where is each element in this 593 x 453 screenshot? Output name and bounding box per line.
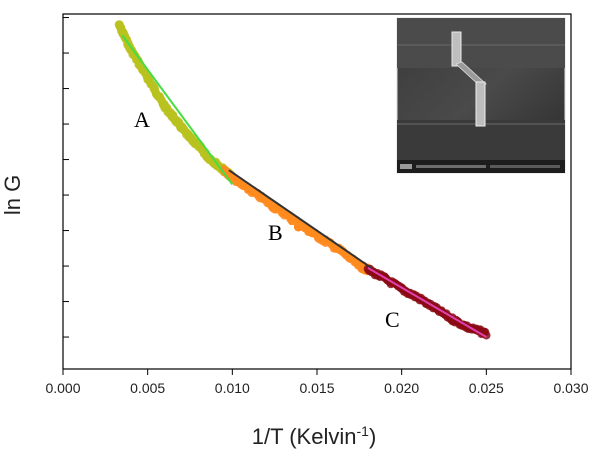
x-tick-label: 0.025 — [469, 380, 504, 396]
x-tick-label: 0.030 — [553, 380, 588, 396]
data-point — [293, 222, 303, 232]
x-tick-label: 0.000 — [45, 380, 80, 396]
x-tick-label: 0.010 — [215, 380, 250, 396]
fit-A-line — [121, 34, 234, 185]
region-label-a: A — [134, 107, 150, 132]
x-tick-label: 0.005 — [130, 380, 165, 396]
fit-C-line — [367, 266, 487, 338]
x-tick-label: 0.015 — [299, 380, 334, 396]
fit-B-line — [228, 169, 372, 269]
plot-area — [114, 20, 491, 340]
region-label-c: C — [385, 307, 400, 332]
data-point — [482, 331, 491, 340]
sem-inset-image — [396, 17, 566, 174]
series-b — [219, 164, 372, 276]
x-tick-label: 0.020 — [384, 380, 419, 396]
axes: 0.000 0.005 0.010 0.015 0.020 0.025 0.030 — [45, 13, 589, 396]
data-point — [288, 218, 296, 226]
x-axis-title: 1/T (Kelvin-1) — [252, 423, 377, 449]
region-label-b: B — [268, 220, 283, 245]
y-axis-title: ln G — [0, 175, 25, 215]
series-a — [114, 20, 237, 183]
